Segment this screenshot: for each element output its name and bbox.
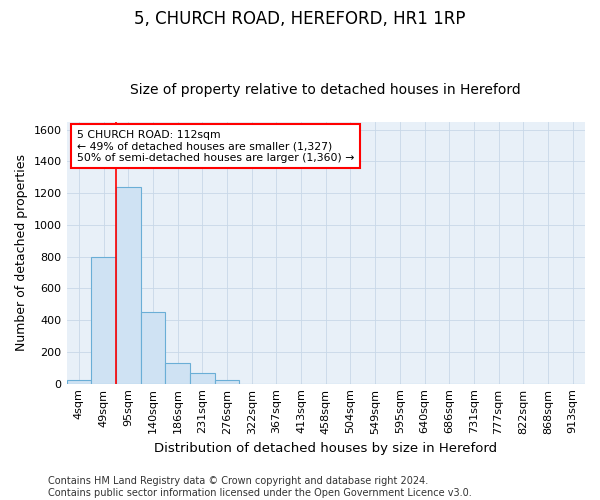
Bar (215, 380, 239, 384)
Bar (67, 380, 91, 384)
Bar (116, 187, 140, 384)
Bar (190, 374, 215, 384)
Bar (165, 363, 190, 384)
Title: Size of property relative to detached houses in Hereford: Size of property relative to detached ho… (130, 83, 521, 97)
Bar (140, 312, 165, 384)
Text: Contains HM Land Registry data © Crown copyright and database right 2024.
Contai: Contains HM Land Registry data © Crown c… (48, 476, 472, 498)
Y-axis label: Number of detached properties: Number of detached properties (15, 154, 28, 351)
Bar (91, 256, 116, 384)
Text: 5, CHURCH ROAD, HEREFORD, HR1 1RP: 5, CHURCH ROAD, HEREFORD, HR1 1RP (134, 10, 466, 28)
X-axis label: Distribution of detached houses by size in Hereford: Distribution of detached houses by size … (154, 442, 497, 455)
Text: 5 CHURCH ROAD: 112sqm
← 49% of detached houses are smaller (1,327)
50% of semi-d: 5 CHURCH ROAD: 112sqm ← 49% of detached … (77, 130, 354, 163)
